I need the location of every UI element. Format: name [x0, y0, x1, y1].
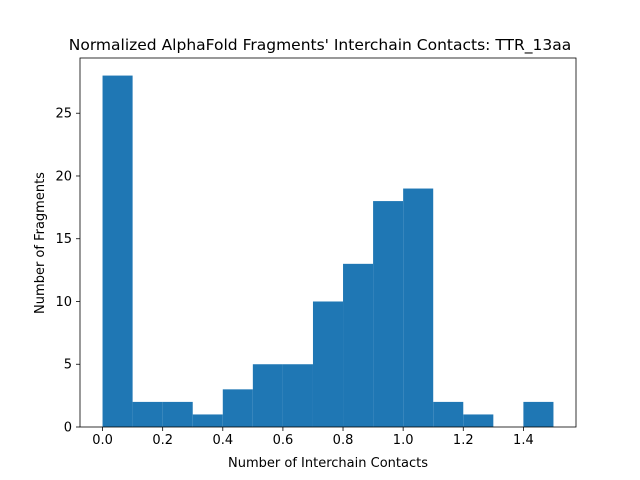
y-tick-label: 5: [64, 358, 72, 373]
x-tick-label: 1.4: [513, 433, 534, 448]
y-tick-label: 25: [55, 107, 72, 122]
plot-frame: [79, 57, 577, 428]
x-tick-label: 1.2: [453, 433, 474, 448]
chart-title: Normalized AlphaFold Fragments' Intercha…: [69, 36, 572, 55]
y-tick-label: 0: [64, 421, 72, 436]
histogram-bar: [403, 188, 434, 427]
histogram-bar: [282, 364, 313, 427]
histogram-bar: [523, 401, 554, 427]
histogram-bar: [433, 401, 464, 427]
x-tick-label: 0.2: [152, 433, 173, 448]
x-tick-label: 0.8: [333, 433, 354, 448]
x-axis-ticks: 0.0 0.2 0.4 0.6 0.8 1.0 1.2 1.4: [92, 427, 534, 448]
histogram-bar: [373, 201, 404, 427]
histogram-bar: [132, 401, 163, 427]
x-tick-label: 0.4: [212, 433, 233, 448]
histogram-bar: [312, 301, 344, 427]
histogram-bar: [463, 414, 494, 427]
x-tick-label: 0.6: [273, 433, 294, 448]
y-tick-label: 15: [55, 232, 72, 247]
y-tick-label: 20: [55, 169, 72, 184]
histogram-bar: [162, 401, 193, 427]
histogram-bar: [252, 364, 283, 427]
x-axis-label: Number of Interchain Contacts: [228, 456, 428, 471]
x-tick-label: 1.0: [393, 433, 414, 448]
y-axis-ticks: 0 5 10 15 20 25: [55, 107, 80, 436]
histogram-bar: [222, 389, 253, 427]
x-tick-label: 0.0: [92, 433, 113, 448]
histogram-bar: [102, 75, 133, 428]
histogram-bar: [343, 263, 374, 427]
y-axis-label: Number of Fragments: [33, 172, 48, 314]
bars-group: [102, 75, 554, 428]
histogram-bar: [192, 414, 223, 427]
y-tick-label: 10: [55, 295, 72, 310]
